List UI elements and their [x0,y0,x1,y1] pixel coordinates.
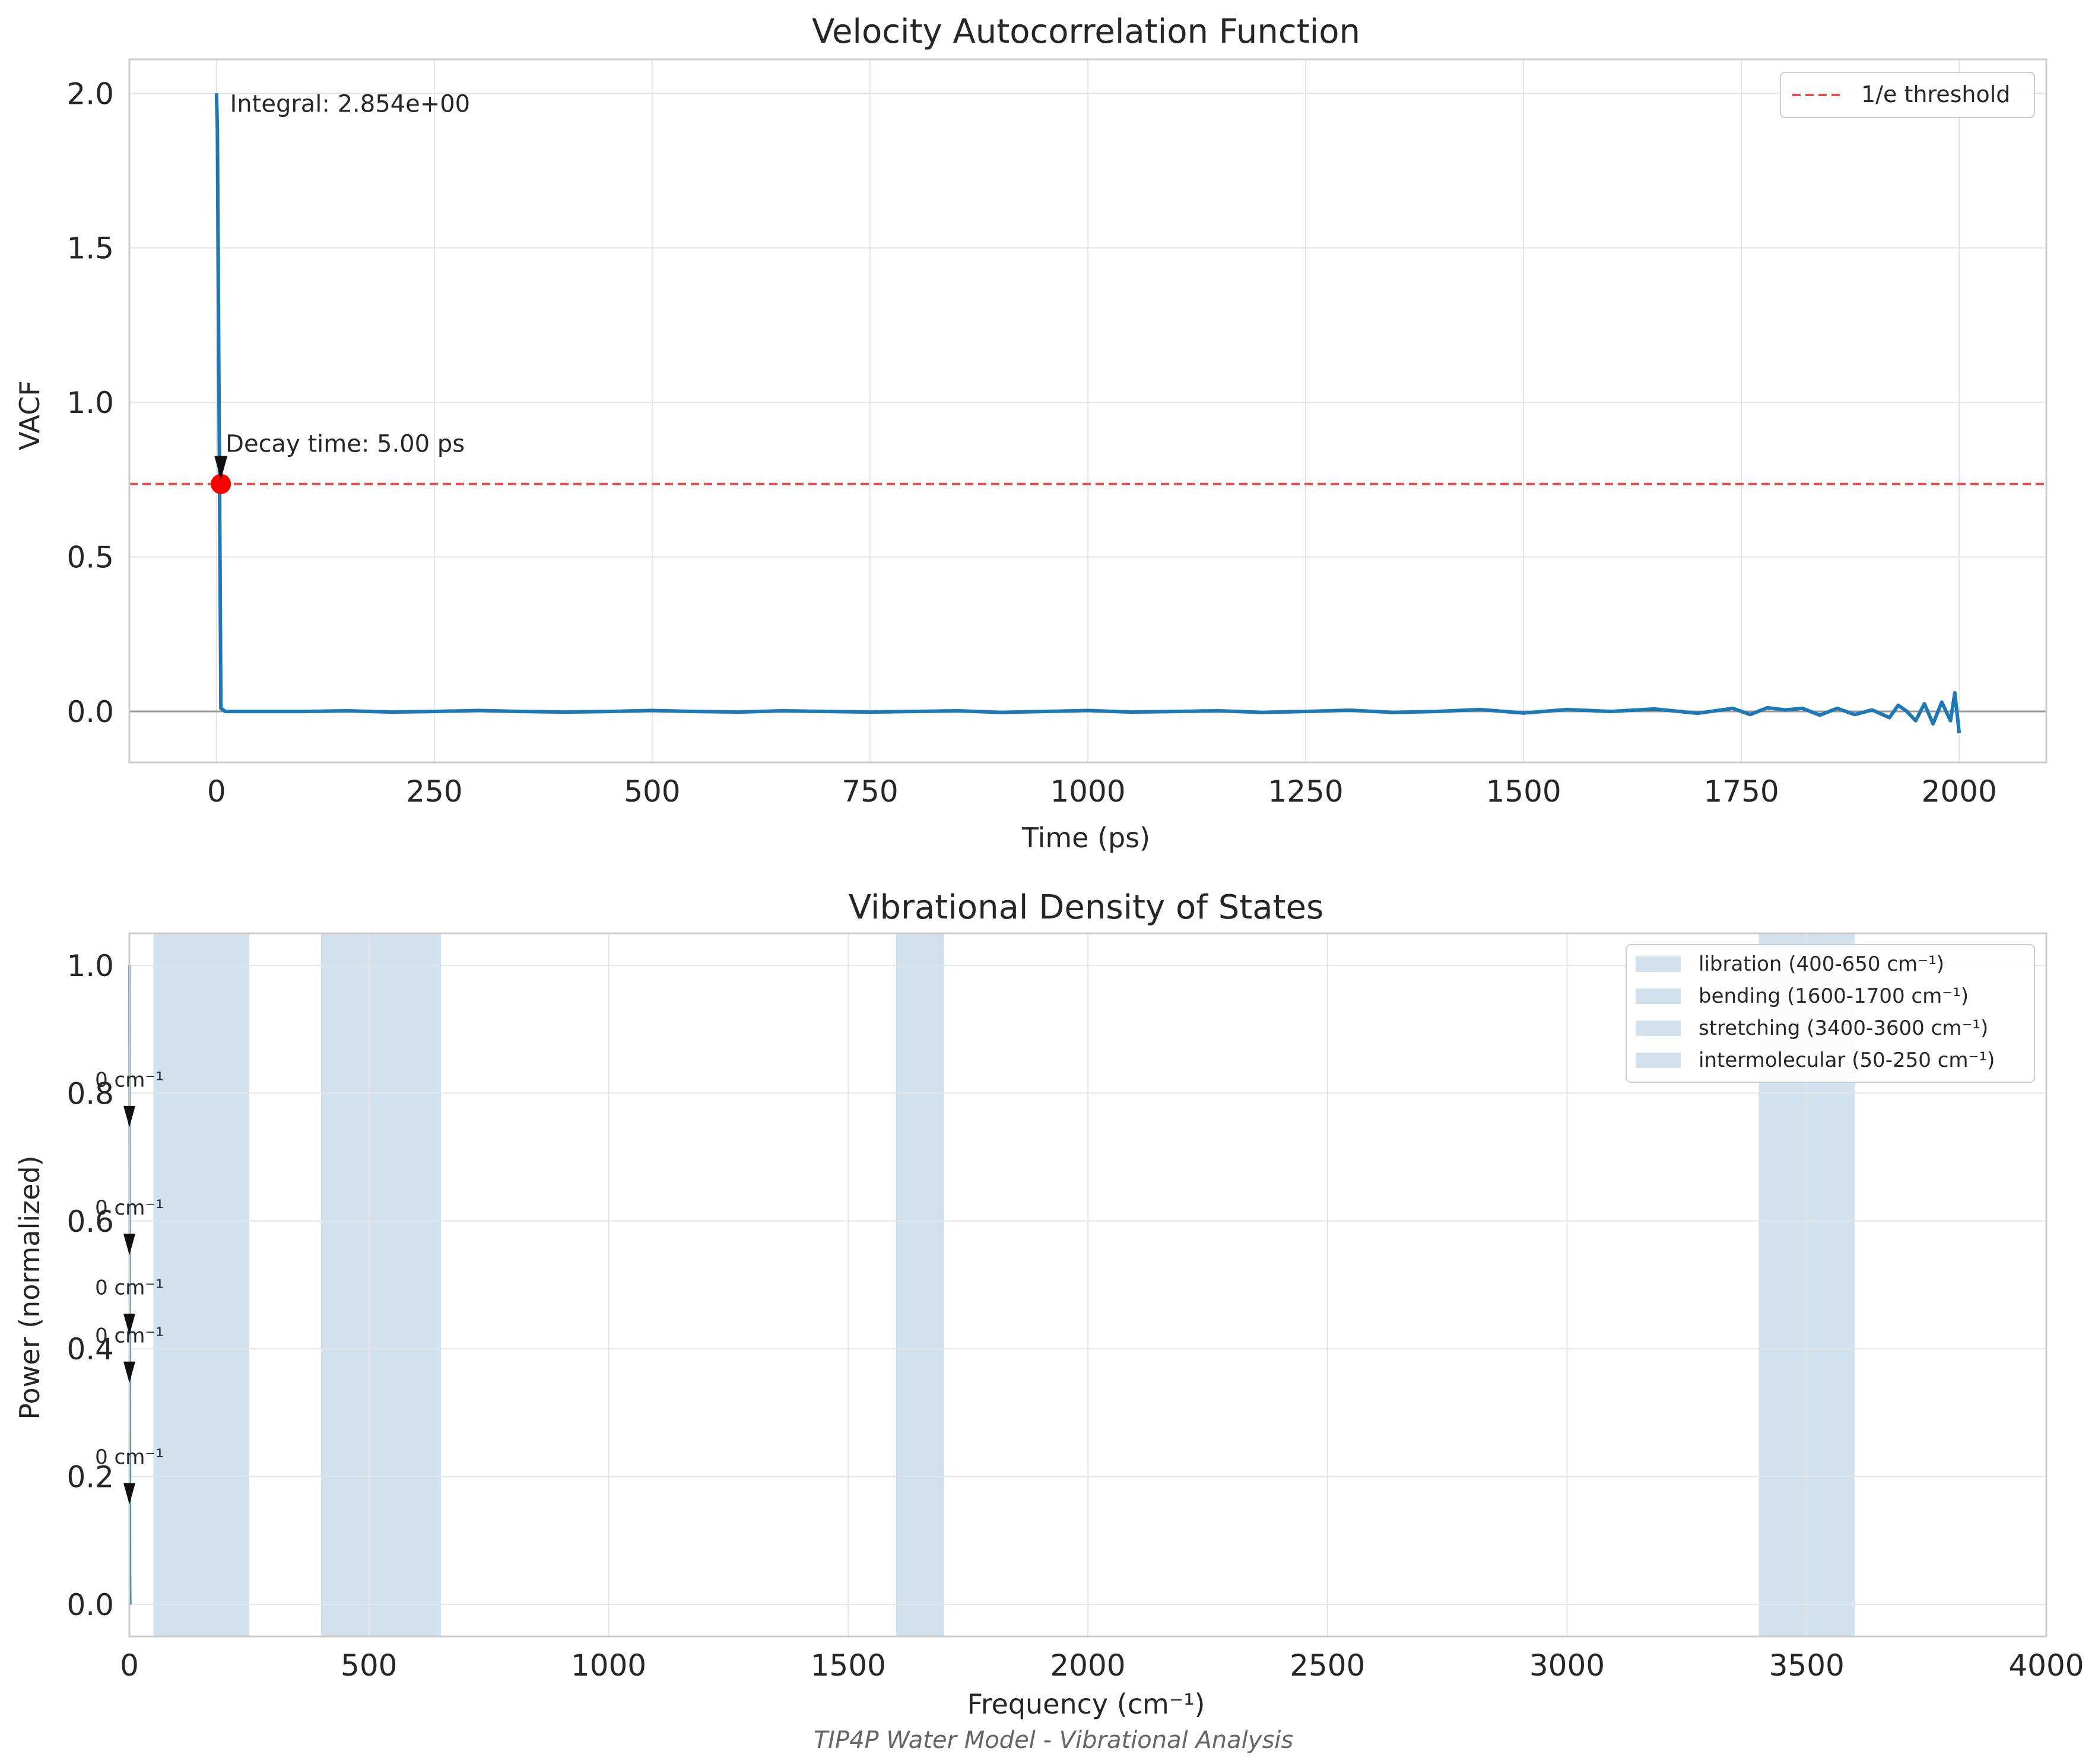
y-tick-label: 0.0 [66,695,114,729]
legend-threshold-label: 1/e threshold [1861,81,2010,107]
vdos-annotations: 0 cm⁻¹ 0 cm⁻¹ 0 cm⁻¹ 0 cm⁻¹ 0 cm⁻¹ [95,1069,164,1505]
x-tick-label: 0 [120,1648,139,1683]
vacf-panel: Velocity Autocorrelation Function 0 250 50… [14,12,2048,854]
vacf-grid [129,59,2046,762]
y-tick-label: 1.0 [66,949,114,983]
x-tick-label: 1000 [1050,774,1125,809]
vdos-band [321,933,441,1636]
x-tick-label: 1500 [811,1648,886,1683]
annotation-arrow [214,456,228,480]
vdos-band [896,933,944,1636]
legend-intermolecular-label: intermolecular (50-250 cm⁻¹) [1699,1048,1995,1072]
y-tick-label: 0.8 [66,1076,114,1111]
vacf-axes-frame [128,58,2048,764]
legend-stretching-label: stretching (3400-3600 cm⁻¹) [1699,1016,1988,1040]
vdos-panel: Vibrational Density of States 0 500 1000 15… [14,888,2084,1720]
y-tick-label: 1.5 [66,231,114,266]
vdos-peak-annotation: 0 cm⁻¹ [95,1069,164,1092]
y-tick-label: 2.0 [66,77,114,111]
x-tick-label: 500 [341,1648,397,1683]
legend-intermolecular-swatch [1636,1053,1681,1068]
vacf-annotation: Integral: 2.854e+00 [230,91,471,118]
x-tick-label: 3000 [1529,1648,1605,1683]
x-tick-label: 750 [842,774,898,809]
x-tick-label: 2000 [1922,774,1997,809]
vdos-peak-annotation: 0 cm⁻¹ [95,1324,164,1347]
y-tick-label: 1.0 [66,386,114,420]
x-tick-label: 3500 [1769,1648,1845,1683]
legend-libration-label: libration (400-650 cm⁻¹) [1699,952,1944,976]
y-tick-label: 0.2 [66,1460,114,1495]
vdos-peak-annotation: 0 cm⁻¹ [95,1196,164,1220]
x-tick-label: 250 [406,774,462,809]
vdos-title: Vibrational Density of States [849,888,1323,927]
vdos-y-tick-labels: 0.0 0.2 0.4 0.6 0.8 1.0 [66,949,114,1622]
annotation-arrow [123,1234,135,1256]
annotation-arrow [123,1105,135,1127]
vdos-peak-annotation: 0 cm⁻¹ [95,1445,164,1469]
annotation-arrow [123,1483,135,1505]
vdos-peak-annotation: 0 cm⁻¹ [95,1276,164,1300]
vacf-annotation: Decay time: 5.00 ps [226,431,465,458]
vdos-x-axis-label: Frequency (cm⁻¹) [967,1688,1205,1720]
vacf-legend: 1/e threshold [1780,72,2035,118]
legend-bending-label: bending (1600-1700 cm⁻¹) [1699,984,1969,1008]
y-tick-label: 0.0 [66,1588,114,1622]
x-tick-label: 1750 [1704,774,1779,809]
x-tick-label: 2000 [1050,1648,1125,1683]
legend-libration-swatch [1636,956,1681,972]
y-tick-label: 0.5 [66,541,114,575]
x-tick-label: 1500 [1485,774,1561,809]
vacf-y-axis-label: VACF [14,380,46,450]
figure-caption: TIP4P Water Model - Vibrational Analysis [814,1727,1294,1754]
vdos-y-axis-label: Power (normalized) [14,1155,46,1419]
x-tick-label: 2500 [1290,1648,1365,1683]
vacf-plot-area [129,93,2046,733]
x-tick-label: 1000 [571,1648,646,1683]
vacf-x-tick-labels: 0 250 500 750 1000 1250 1500 1750 2000 [207,774,1997,809]
vacf-series-line [214,93,1961,733]
legend-stretching-swatch [1636,1021,1681,1036]
vdos-x-tick-labels: 0 500 1000 1500 2000 2500 3000 3500 4000 [120,1648,2084,1683]
vdos-legend: libration (400-650 cm⁻¹) bending (1600-1… [1626,944,2035,1083]
x-tick-label: 0 [207,774,226,809]
annotation-arrow [123,1361,135,1383]
x-tick-label: 1250 [1268,774,1343,809]
x-tick-label: 4000 [2008,1648,2084,1683]
y-tick-label: 0.6 [66,1204,114,1239]
legend-bending-swatch [1636,989,1681,1004]
vacf-y-tick-labels: 0.0 0.5 1.0 1.5 2.0 [66,77,114,729]
vacf-decay-marker [211,473,231,494]
vacf-annotations: Integral: 2.854e+00 Decay time: 5.00 ps [214,91,470,480]
annotation-arrow [123,1313,135,1335]
vdos-band [153,933,249,1636]
x-tick-label: 500 [624,774,680,809]
vacf-title: Velocity Autocorrelation Function [812,12,1360,51]
vdos-axes-frame [128,932,2048,1638]
vacf-x-axis-label: Time (ps) [1021,822,1150,854]
y-tick-label: 0.4 [66,1332,114,1366]
